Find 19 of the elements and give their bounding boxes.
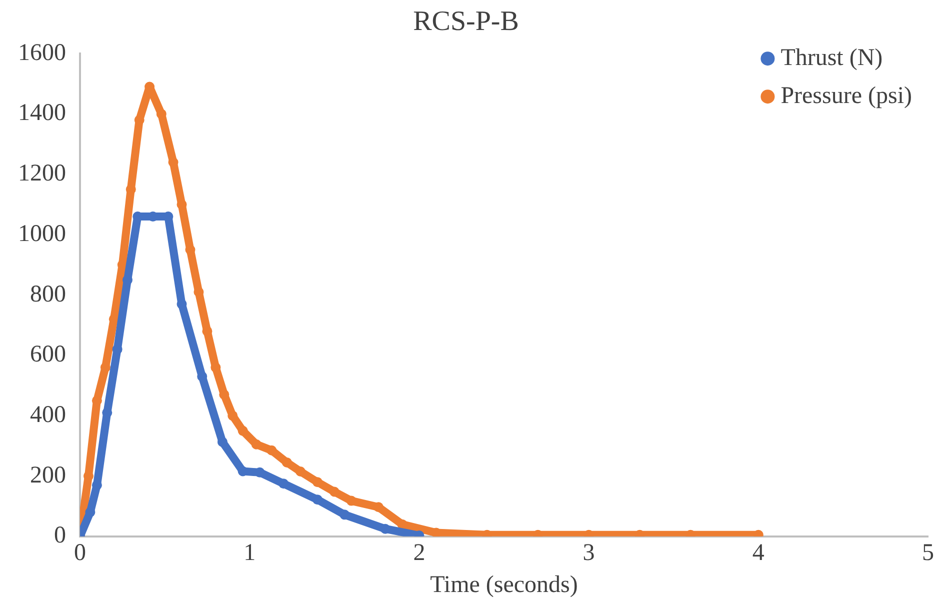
x-tick-label: 0 bbox=[74, 540, 86, 566]
x-axis-title: Time (seconds) bbox=[430, 572, 578, 598]
x-tick-label: 1 bbox=[244, 540, 256, 566]
chart-title: RCS-P-B bbox=[413, 6, 519, 38]
x-tick-label: 2 bbox=[413, 540, 426, 566]
y-tick-label: 1400 bbox=[18, 100, 66, 126]
y-tick-label: 400 bbox=[30, 402, 66, 428]
y-tick-label: 1600 bbox=[18, 40, 66, 66]
x-tick-label: 3 bbox=[582, 540, 595, 566]
legend-label: Thrust (N) bbox=[780, 44, 883, 71]
y-tick-label: 1000 bbox=[18, 220, 66, 247]
y-tick-label: 800 bbox=[30, 281, 66, 308]
y-tick-label: 0 bbox=[54, 522, 66, 549]
x-tick-label: 4 bbox=[752, 540, 764, 566]
legend-label: Pressure (psi) bbox=[780, 82, 912, 109]
y-tick-label: 600 bbox=[30, 342, 66, 368]
y-tick-label: 1200 bbox=[18, 160, 66, 187]
y-tick-label: 200 bbox=[30, 462, 66, 488]
x-tick-label: 5 bbox=[922, 540, 934, 566]
